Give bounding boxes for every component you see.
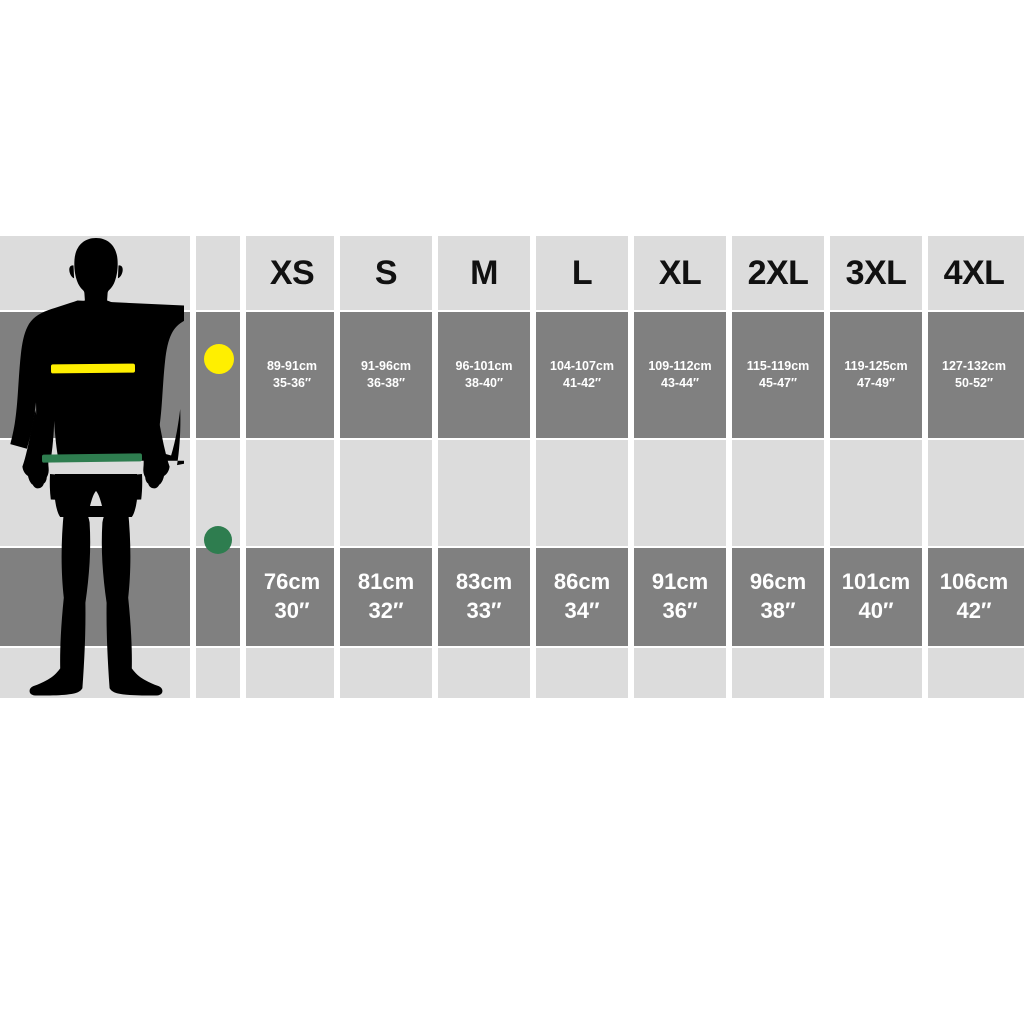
column-divider — [726, 236, 732, 698]
chest-cell: 115-119cm 45-47″ — [732, 312, 824, 438]
size-column-xl[interactable]: XL 109-112cm 43-44″ 91cm 36″ — [634, 236, 726, 698]
body-figure-column — [0, 236, 190, 698]
chest-legend-dot-icon — [204, 344, 234, 374]
column-divider — [922, 236, 928, 698]
waist-cm: 106cm — [939, 569, 1009, 595]
size-header: L — [571, 253, 593, 292]
size-header: XL — [658, 253, 702, 292]
column-divider — [190, 236, 196, 698]
column-divider — [432, 236, 438, 698]
chest-cell: 119-125cm 47-49″ — [830, 312, 922, 438]
size-column-s[interactable]: S 91-96cm 36-38″ 81cm 32″ — [340, 236, 432, 698]
chest-cell: 104-107cm 41-42″ — [536, 312, 628, 438]
waist-in: 40″ — [858, 598, 894, 623]
waist-cell: 106cm 42″ — [928, 548, 1020, 646]
chest-cm: 104-107cm — [550, 359, 614, 374]
chest-cm: 109-112cm — [648, 359, 712, 374]
size-column-l[interactable]: L 104-107cm 41-42″ 86cm 34″ — [536, 236, 628, 698]
size-column-2xl[interactable]: 2XL 115-119cm 45-47″ 96cm 38″ — [732, 236, 824, 698]
waist-in: 42″ — [956, 598, 992, 623]
chest-in: 36-38″ — [367, 376, 405, 390]
column-divider — [240, 236, 246, 698]
waist-measure-band-icon — [41, 453, 143, 463]
size-header: M — [470, 253, 498, 292]
chest-in: 43-44″ — [661, 376, 699, 390]
chest-in: 38-40″ — [465, 376, 503, 390]
band-row-waist — [0, 548, 1024, 646]
chest-cm: 127-132cm — [942, 359, 1006, 374]
column-divider — [530, 236, 536, 698]
waist-cell: 91cm 36″ — [634, 548, 726, 646]
waist-in: 38″ — [760, 598, 796, 623]
waist-legend-dot-icon — [204, 526, 232, 554]
waist-cm: 81cm — [357, 569, 415, 595]
size-header: S — [374, 253, 398, 292]
waist-in: 32″ — [368, 598, 404, 623]
size-header: 4XL — [943, 253, 1005, 292]
size-column-m[interactable]: M 96-101cm 38-40″ 83cm 33″ — [438, 236, 530, 698]
chest-cell: 96-101cm 38-40″ — [438, 312, 530, 438]
chest-in: 35-36″ — [273, 376, 311, 390]
waist-in: 30″ — [274, 598, 310, 623]
band-row-legs — [0, 648, 1024, 698]
chest-in: 41-42″ — [563, 376, 601, 390]
waist-cm: 76cm — [263, 569, 321, 595]
waist-cell: 86cm 34″ — [536, 548, 628, 646]
waist-cell: 96cm 38″ — [732, 548, 824, 646]
chest-cm: 96-101cm — [455, 359, 513, 374]
column-divider — [628, 236, 634, 698]
chest-in: 47-49″ — [857, 376, 895, 390]
column-divider — [824, 236, 830, 698]
size-header: 2XL — [747, 253, 809, 292]
size-column-4xl[interactable]: 4XL 127-132cm 50-52″ 106cm 42″ — [928, 236, 1020, 698]
waist-cell: 101cm 40″ — [830, 548, 922, 646]
chest-cell: 109-112cm 43-44″ — [634, 312, 726, 438]
size-header: 3XL — [845, 253, 907, 292]
waist-cm: 96cm — [749, 569, 807, 595]
chest-cell: 91-96cm 36-38″ — [340, 312, 432, 438]
waist-cell: 81cm 32″ — [340, 548, 432, 646]
size-column-xs[interactable]: XS 89-91cm 35-36″ 76cm 30″ — [246, 236, 338, 698]
chest-in: 45-47″ — [759, 376, 797, 390]
chest-in: 50-52″ — [955, 376, 993, 390]
chest-cm: 89-91cm — [266, 359, 318, 374]
chest-cm: 115-119cm — [746, 359, 810, 374]
legend-column — [196, 236, 240, 698]
body-silhouette-icon — [10, 238, 184, 696]
waist-cell: 83cm 33″ — [438, 548, 530, 646]
waist-cm: 101cm — [841, 569, 911, 595]
waist-cell: 76cm 30″ — [246, 548, 338, 646]
waist-in: 34″ — [564, 598, 600, 623]
band-row-head — [0, 236, 1024, 310]
column-divider — [334, 236, 340, 698]
chest-cm: 91-96cm — [360, 359, 412, 374]
size-column-3xl[interactable]: 3XL 119-125cm 47-49″ 101cm 40″ — [830, 236, 922, 698]
waist-cm: 86cm — [553, 569, 611, 595]
chest-cell: 127-132cm 50-52″ — [928, 312, 1020, 438]
chest-cm: 119-125cm — [844, 359, 908, 374]
size-header: XS — [269, 253, 315, 292]
waist-cm: 91cm — [651, 569, 709, 595]
waist-in: 33″ — [466, 598, 502, 623]
waist-in: 36″ — [662, 598, 698, 623]
waist-cm: 83cm — [455, 569, 513, 595]
size-chart: XS 89-91cm 35-36″ 76cm 30″ S 91-96cm 36-38″… — [0, 236, 1024, 698]
chest-measure-band-icon — [50, 363, 136, 374]
chest-cell: 89-91cm 35-36″ — [246, 312, 338, 438]
